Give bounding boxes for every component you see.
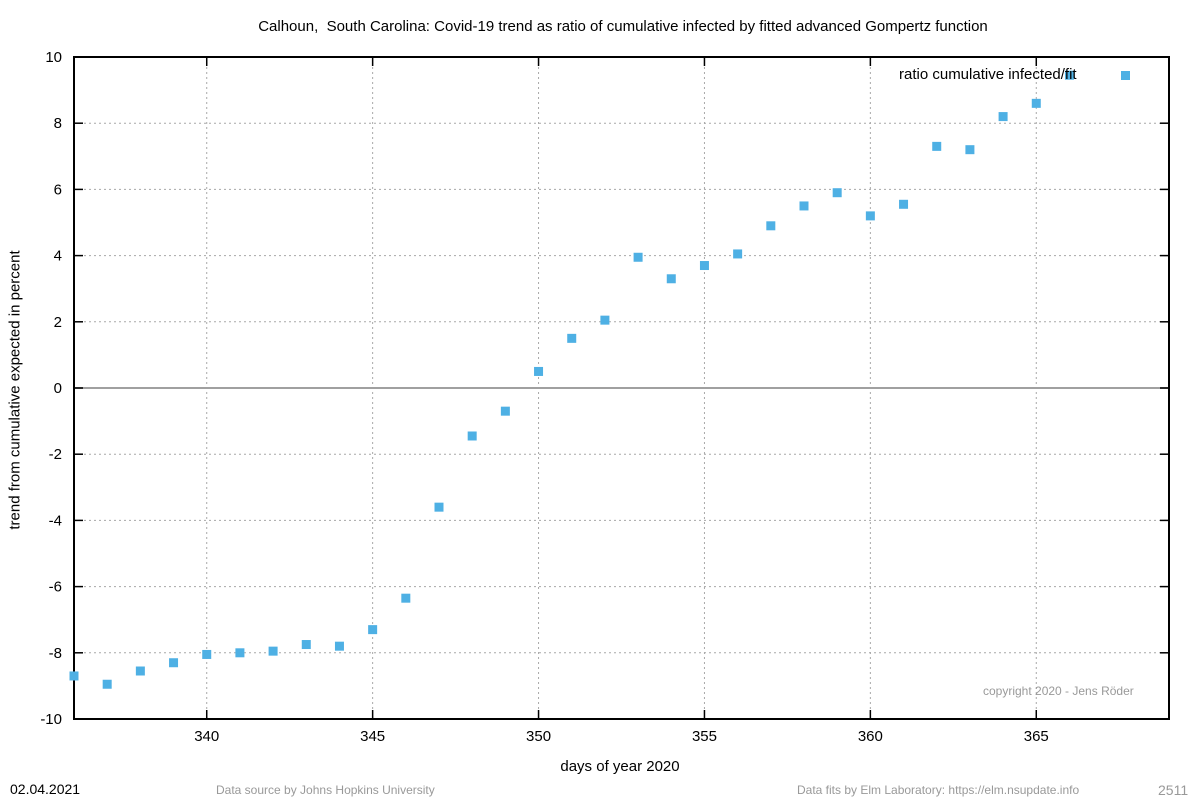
footer-data-source: Data source by Johns Hopkins University: [216, 783, 435, 797]
x-axis-label: days of year 2020: [560, 758, 680, 775]
legend-label: ratio cumulative infected/fit: [899, 66, 1077, 83]
data-point: [169, 658, 179, 668]
data-point: [799, 201, 809, 211]
footer-id: 2511: [1158, 782, 1189, 798]
data-point: [733, 249, 743, 259]
data-point: [998, 112, 1008, 122]
y-tick-label: -2: [49, 446, 62, 463]
data-point: [865, 211, 875, 221]
data-point: [135, 666, 145, 676]
chart-title: Calhoun, South Carolina: Covid-19 trend …: [258, 18, 988, 35]
data-point: [69, 671, 79, 681]
y-tick-label: -8: [49, 645, 62, 662]
data-point: [766, 221, 776, 231]
data-point: [666, 274, 676, 284]
data-point: [500, 406, 510, 416]
legend-marker: [1121, 71, 1130, 80]
x-tick-label: 365: [1024, 728, 1049, 745]
data-point: [301, 640, 311, 650]
footer-data-fits: Data fits by Elm Laboratory: https://elm…: [797, 783, 1080, 797]
footer-date: 02.04.2021: [10, 781, 81, 797]
data-point: [202, 649, 212, 659]
y-tick-label: -10: [40, 711, 62, 728]
data-point: [899, 199, 909, 209]
y-tick-label: -4: [49, 512, 62, 529]
x-tick-label: 340: [194, 728, 219, 745]
data-point: [832, 188, 842, 198]
data-point: [102, 679, 112, 689]
data-point: [1031, 98, 1041, 108]
y-tick-label: 10: [45, 49, 62, 66]
data-point: [567, 333, 577, 343]
y-tick-label: -6: [49, 579, 62, 596]
data-point: [932, 141, 942, 151]
y-tick-label: 6: [54, 181, 62, 198]
data-point: [600, 315, 610, 325]
data-points: [69, 70, 1074, 689]
data-point: [368, 625, 378, 635]
data-point: [334, 641, 344, 651]
data-point: [534, 366, 544, 376]
x-tick-label: 360: [858, 728, 883, 745]
y-axis-label: trend from cumulative expected in percen…: [6, 250, 24, 530]
data-point: [1064, 70, 1074, 80]
copyright-text: copyright 2020 - Jens Röder: [983, 684, 1134, 698]
data-point: [401, 593, 411, 603]
x-tick-label: 345: [360, 728, 385, 745]
axis-ticks: [74, 56, 1169, 720]
data-point: [235, 648, 245, 658]
y-tick-label: 4: [54, 248, 62, 265]
y-tick-label: 8: [54, 115, 62, 132]
data-point: [268, 646, 278, 656]
data-point: [467, 431, 477, 441]
data-point: [434, 502, 444, 512]
y-tick-label: 2: [54, 314, 62, 331]
x-tick-label: 355: [692, 728, 717, 745]
data-point: [633, 252, 643, 262]
y-tick-label: 0: [54, 380, 62, 397]
tick-labels: 340 345 350 355 360 365 10 8 6 4 2 0 -2 -4 -6 -8 -10: [40, 49, 1048, 745]
data-point: [965, 145, 975, 155]
data-point: [699, 261, 709, 271]
x-tick-label: 350: [526, 728, 551, 745]
